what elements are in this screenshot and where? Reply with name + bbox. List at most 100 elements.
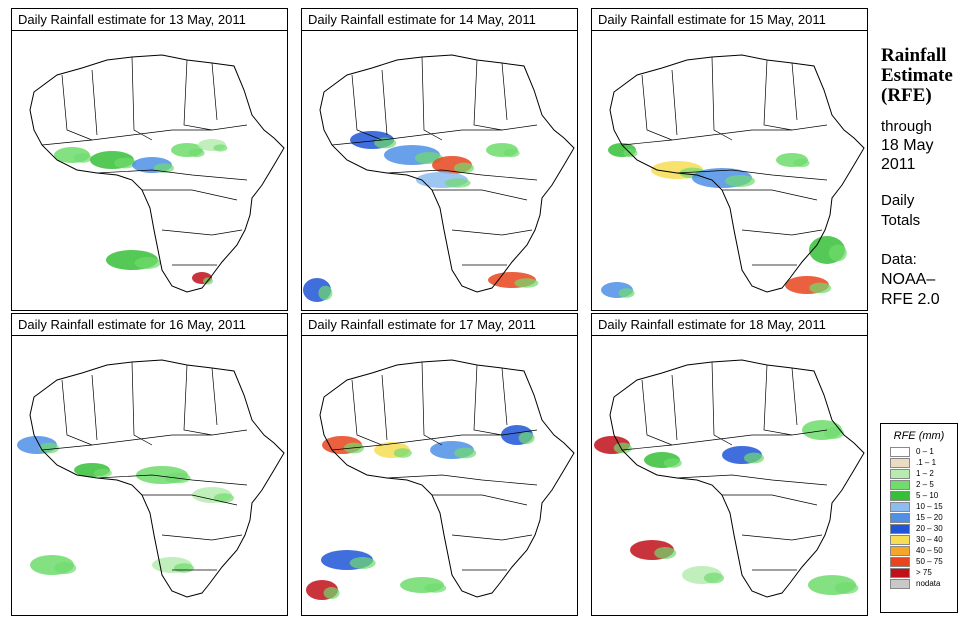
rfe-legend: RFE (mm) 0 – 1 .1 – 1 1 – 2 2 – 5 5 – 10 10 –… xyxy=(880,423,958,613)
country-border xyxy=(142,494,238,506)
legend-item: .1 – 1 xyxy=(890,457,957,468)
country-border xyxy=(711,56,733,141)
panel-title: Daily Rainfall estimate for 14 May, 2011 xyxy=(302,9,577,31)
rainfall-area xyxy=(134,257,161,269)
legend-swatch xyxy=(890,468,910,479)
rainfall-area xyxy=(514,278,539,288)
country-border xyxy=(501,367,508,426)
legend-label: 1 – 2 xyxy=(916,469,934,478)
legend-item: 1 – 2 xyxy=(890,468,957,479)
rainfall-area xyxy=(154,163,174,173)
country-border xyxy=(61,379,93,446)
country-border xyxy=(331,124,538,146)
country-border xyxy=(711,361,733,446)
country-border xyxy=(741,229,823,236)
legend-swatch xyxy=(890,457,910,468)
rainfall-area xyxy=(454,447,477,459)
country-border xyxy=(676,169,828,181)
country-border xyxy=(432,494,528,506)
country-border xyxy=(676,474,828,486)
country-border xyxy=(722,494,818,506)
rainfall-area xyxy=(828,244,847,262)
coastline xyxy=(609,54,865,293)
rainfall-area xyxy=(114,157,137,169)
rainfall-area xyxy=(654,547,677,559)
rainfall-area xyxy=(374,137,397,149)
rainfall-area xyxy=(318,285,333,301)
legend-swatch xyxy=(890,501,910,512)
rainfall-area xyxy=(454,162,474,174)
country-border xyxy=(351,74,383,141)
country-border xyxy=(621,124,828,146)
country-border xyxy=(41,429,248,451)
title-line: (RFE) xyxy=(881,85,932,106)
legend-label: > 75 xyxy=(916,568,932,577)
rainfall-map xyxy=(12,335,287,615)
legend-swatch xyxy=(890,545,910,556)
rainfall-area xyxy=(174,563,194,573)
rainfall-area xyxy=(424,583,447,593)
rainfall-area xyxy=(188,148,205,158)
rainfall-area xyxy=(725,175,755,187)
rainfall-area xyxy=(809,282,832,294)
country-border xyxy=(421,56,443,141)
country-border xyxy=(473,364,503,436)
country-border xyxy=(381,374,388,441)
legend-label: nodata xyxy=(916,579,941,588)
legend-item: 2 – 5 xyxy=(890,479,957,490)
date-line: 2011 xyxy=(881,156,916,173)
rainfall-area xyxy=(323,587,340,599)
legend-swatch xyxy=(890,567,910,578)
rainfall-area xyxy=(54,562,77,574)
rainfall-area xyxy=(444,178,471,188)
country-border xyxy=(183,364,213,436)
totals-line: Daily xyxy=(881,192,915,209)
legend-title: RFE (mm) xyxy=(893,430,945,442)
country-border xyxy=(432,189,528,201)
legend-rows: 0 – 1 .1 – 1 1 – 2 2 – 5 5 – 10 10 – 15 15 – 2… xyxy=(881,446,957,589)
africa-map xyxy=(306,359,575,600)
sidebar-title: Rainfall Estimate (RFE) xyxy=(881,46,965,106)
legend-swatch xyxy=(890,446,910,457)
country-border xyxy=(621,429,828,451)
rainfall-area xyxy=(39,442,59,454)
legend-label: .1 – 1 xyxy=(916,458,937,467)
rainfall-map xyxy=(592,335,867,615)
rainfall-area xyxy=(824,427,844,439)
rainfall-area xyxy=(618,288,635,298)
rainfall-area xyxy=(613,442,632,454)
panel-title: Daily Rainfall estimate for 18 May, 2011 xyxy=(592,314,867,336)
rainfall-area xyxy=(214,493,234,503)
legend-label: 2 – 5 xyxy=(916,480,934,489)
country-border xyxy=(641,379,673,446)
country-border xyxy=(473,59,503,131)
legend-item: > 75 xyxy=(890,567,957,578)
legend-label: 5 – 10 xyxy=(916,491,939,500)
legend-item: 20 – 30 xyxy=(890,523,957,534)
rainfall-area xyxy=(704,572,724,584)
map-panel: Daily Rainfall estimate for 13 May, 2011 xyxy=(11,8,288,311)
panel-title: Daily Rainfall estimate for 16 May, 2011 xyxy=(12,314,287,336)
country-border xyxy=(791,62,798,121)
legend-item: 10 – 15 xyxy=(890,501,957,512)
legend-item: 15 – 20 xyxy=(890,512,957,523)
country-border xyxy=(386,169,538,181)
country-border xyxy=(91,374,98,441)
rainfall-area xyxy=(393,448,412,458)
rainfall-map xyxy=(12,30,287,310)
africa-map xyxy=(17,359,285,598)
africa-map xyxy=(29,54,285,293)
totals-line: Totals xyxy=(881,212,921,229)
legend-item: nodata xyxy=(890,578,957,589)
coastline xyxy=(29,359,285,598)
coastline xyxy=(319,359,575,598)
legend-swatch xyxy=(890,534,910,545)
country-border xyxy=(741,534,823,541)
country-border xyxy=(641,74,673,141)
map-panel: Daily Rainfall estimate for 16 May, 2011 xyxy=(11,313,288,616)
rainfall-area xyxy=(503,148,520,158)
country-border xyxy=(183,59,213,131)
country-border xyxy=(142,189,238,201)
date-line: 18 May xyxy=(881,137,934,154)
africa-map xyxy=(601,54,865,298)
